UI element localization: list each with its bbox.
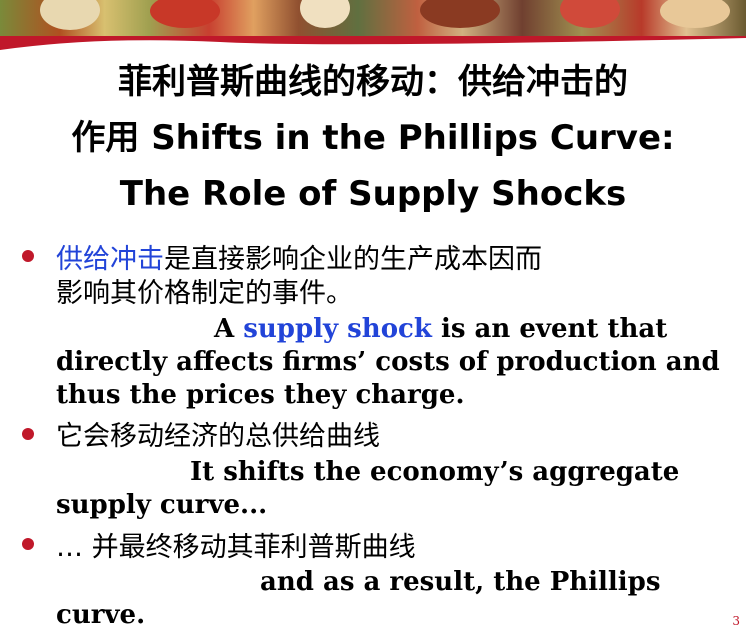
bullet-3-en-line-1: and as a result, the Phillips (260, 567, 661, 597)
bullet-3-zh-line-1: … 并最终移动其菲利普斯曲线 (56, 532, 416, 563)
header-photo-banner (0, 0, 746, 36)
title-line-3: The Role of Supply Shocks (119, 174, 627, 214)
supply-shock-zh-highlight: 供给冲击 (56, 244, 164, 275)
bullet-marker-3 (22, 538, 38, 550)
bullet-1-en-line-3: thus the prices they charge. (56, 380, 465, 410)
bullet-1-en-line-2: directly affects firms’ costs of product… (56, 347, 720, 377)
bullet-2-en-line-2: supply curve... (56, 490, 268, 520)
bullet-1-en-line-1: A supply shock is an event that (214, 314, 668, 344)
title-line-2: 作用 Shifts in the Phillips Curve: (71, 118, 675, 158)
bullet-2-en-line-1: It shifts the economy’s aggregate (190, 457, 680, 487)
slide-title: 菲利普斯曲线的移动：供给冲击的 作用 Shifts in the Phillip… (0, 54, 746, 222)
supply-shock-en-highlight: supply shock (243, 314, 432, 344)
bullet-1-zh-line-2: 影响其价格制定的事件。 (56, 278, 353, 309)
bullet-2-zh-line-1: 它会移动经济的总供给曲线 (56, 421, 380, 452)
title-line-1: 菲利普斯曲线的移动：供给冲击的 (118, 62, 628, 102)
bullet-3-en-line-2: curve. (56, 600, 146, 630)
page-number: 3 (732, 614, 740, 628)
header-red-curve (0, 38, 746, 50)
bullet-marker-2 (22, 428, 38, 440)
bullet-marker-1 (22, 250, 38, 262)
bullet-1-zh-line-1: 供给冲击是直接影响企业的生产成本因而 (56, 244, 542, 275)
